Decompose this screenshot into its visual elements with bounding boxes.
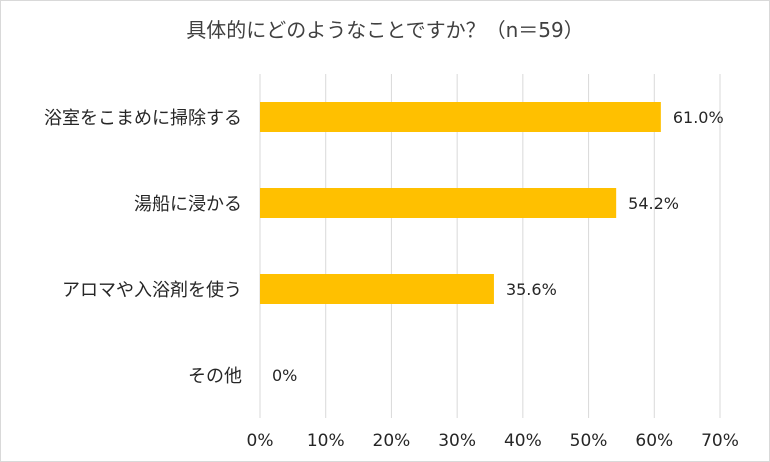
x-tick-label: 30% xyxy=(438,431,476,451)
data-label: 35.6% xyxy=(506,280,557,299)
x-tick-label: 70% xyxy=(701,431,739,451)
category-label: 湯船に浸かる xyxy=(134,194,242,215)
data-label: 54.2% xyxy=(628,194,679,213)
bar xyxy=(260,274,494,304)
chart-title: 具体的にどのようなことですか？（n＝59） xyxy=(186,18,584,42)
category-label: 浴室をこまめに掃除する xyxy=(44,108,242,129)
category-label: その他 xyxy=(188,366,242,387)
labels: 0% 10% 20% 30% 40% 50% 60% 70% 浴室をこまめに掃除する 61.0% 湯… xyxy=(44,108,739,451)
data-label: 61.0% xyxy=(673,108,724,127)
bars xyxy=(260,102,661,304)
x-tick-label: 50% xyxy=(570,431,608,451)
x-tick-label: 0% xyxy=(247,431,274,451)
category-label: アロマや入浴剤を使う xyxy=(62,280,242,301)
data-label: 0% xyxy=(272,366,297,385)
x-tick-label: 60% xyxy=(635,431,673,451)
bar xyxy=(260,188,617,218)
bar xyxy=(260,102,661,132)
x-tick-label: 20% xyxy=(373,431,411,451)
x-tick-label: 10% xyxy=(307,431,345,451)
x-tick-label: 40% xyxy=(504,431,542,451)
